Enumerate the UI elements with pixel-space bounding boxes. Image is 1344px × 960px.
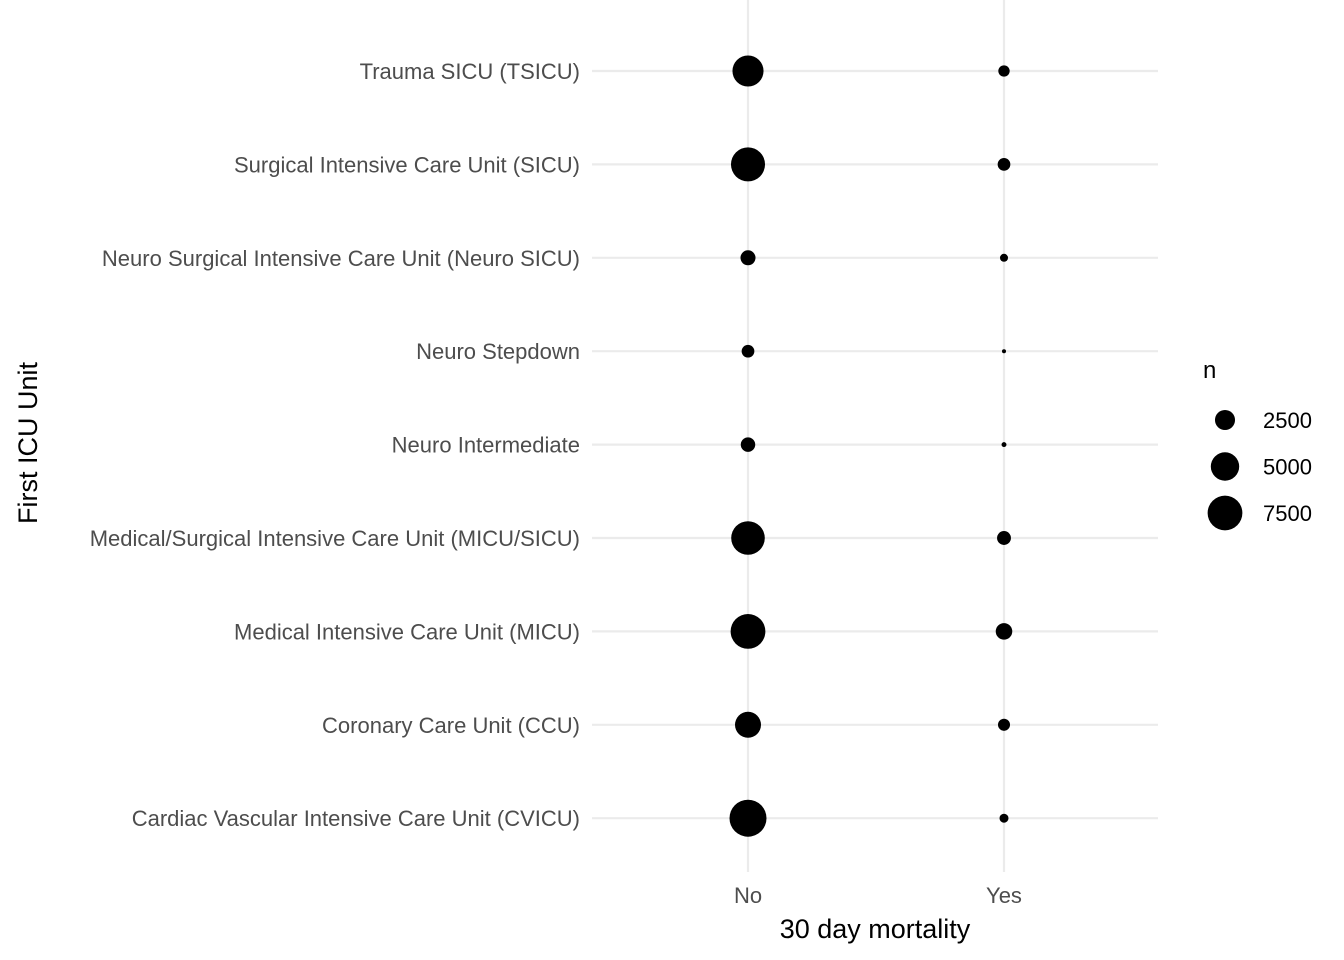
- legend-title: n: [1203, 357, 1216, 384]
- y-tick-label: Cardiac Vascular Intensive Care Unit (CV…: [132, 806, 580, 831]
- x-tick-label: No: [734, 883, 762, 908]
- point-coronary-care-unit-ccu-yes: [997, 718, 1011, 731]
- point-surgical-intensive-care-unit-sicu-no: [730, 147, 766, 182]
- y-tick-label: Medical/Surgical Intensive Care Unit (MI…: [90, 526, 580, 551]
- y-tick-label: Coronary Care Unit (CCU): [322, 713, 580, 738]
- point-cardiac-vascular-intensive-care-unit-cvicu-no: [729, 799, 767, 837]
- y-tick-label: Surgical Intensive Care Unit (SICU): [234, 152, 580, 177]
- point-trauma-sicu-tsicu-no: [732, 55, 764, 87]
- x-tick-label: Yes: [986, 883, 1022, 908]
- point-medical-intensive-care-unit-micu-no: [730, 614, 766, 649]
- data-points: [729, 55, 1013, 837]
- y-axis-title: First ICU Unit: [13, 362, 43, 524]
- point-neuro-stepdown-yes: [1001, 349, 1007, 354]
- point-neuro-surgical-intensive-care-unit-neuro-sicu-no: [740, 250, 756, 266]
- point-medical-intensive-care-unit-micu-yes: [995, 623, 1013, 640]
- legend-key-2500: [1214, 409, 1236, 431]
- size-legend: n 2500 5000 7500: [1203, 357, 1312, 531]
- y-tick-label: Neuro Intermediate: [392, 433, 580, 458]
- y-tick-label: Medical Intensive Care Unit (MICU): [234, 619, 580, 644]
- y-tick-labels: Cardiac Vascular Intensive Care Unit (CV…: [90, 59, 580, 831]
- point-neuro-intermediate-yes: [1001, 442, 1007, 448]
- y-tick-label: Neuro Surgical Intensive Care Unit (Neur…: [102, 246, 580, 271]
- y-tick-label: Trauma SICU (TSICU): [360, 59, 580, 84]
- point-medical-surgical-intensive-care-unit-micu-sicu-yes: [997, 531, 1011, 545]
- point-coronary-care-unit-ccu-no: [735, 711, 761, 738]
- x-axis-title: 30 day mortality: [780, 914, 971, 944]
- point-medical-surgical-intensive-care-unit-micu-sicu-no: [731, 521, 765, 555]
- legend-label-2500: 2500: [1263, 408, 1312, 433]
- legend-label-5000: 5000: [1263, 455, 1312, 480]
- point-trauma-sicu-tsicu-yes: [998, 65, 1010, 77]
- legend-key-5000: [1210, 452, 1240, 481]
- point-neuro-stepdown-no: [741, 344, 755, 358]
- x-tick-labels: No Yes: [734, 883, 1022, 908]
- legend-key-7500: [1207, 495, 1243, 531]
- point-cardiac-vascular-intensive-care-unit-cvicu-yes: [999, 813, 1009, 823]
- point-neuro-intermediate-no: [740, 437, 756, 452]
- point-surgical-intensive-care-unit-sicu-yes: [997, 158, 1011, 171]
- grid-lines: [592, 0, 1158, 872]
- point-neuro-surgical-intensive-care-unit-neuro-sicu-yes: [999, 253, 1009, 262]
- legend-label-7500: 7500: [1263, 501, 1312, 526]
- y-tick-label: Neuro Stepdown: [416, 339, 580, 364]
